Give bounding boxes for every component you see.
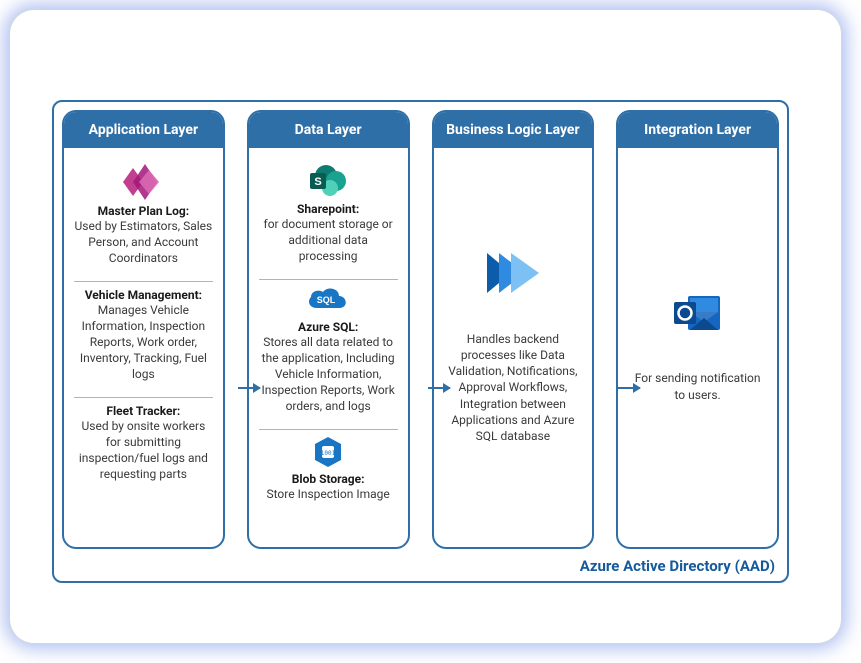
section-desc: For sending notification to users.: [628, 370, 767, 402]
panel-title: Integration Layer: [618, 112, 777, 148]
section-fleet-tracker: Fleet Tracker: Used by onsite workers fo…: [74, 397, 213, 489]
panel-body: Handles backend processes like Data Vali…: [434, 148, 593, 547]
section-heading: Azure SQL:: [259, 320, 398, 334]
panel-title: Application Layer: [64, 112, 223, 148]
panel-body: S Sharepoint: for document storage or ad…: [249, 148, 408, 520]
sharepoint-icon: S: [259, 164, 398, 198]
section-heading: Master Plan Log:: [74, 204, 213, 218]
section-azuresql: SQL Azure SQL: Stores all data related t…: [259, 279, 398, 421]
outlook-icon: [672, 290, 724, 336]
powerapps-icon: [74, 164, 213, 200]
blob-icon: 1001: [259, 436, 398, 468]
section-desc: Stores all data related to the applicati…: [259, 334, 398, 415]
svg-text:1001: 1001: [321, 450, 336, 457]
panel-business-logic-layer: Business Logic Layer Handles backend pro…: [432, 110, 595, 549]
powerautomate-icon: [485, 249, 541, 297]
panel-body: For sending notification to users.: [618, 148, 777, 547]
arrow-1: [238, 387, 260, 389]
section-heading: Fleet Tracker:: [74, 404, 213, 418]
panel-title: Data Layer: [249, 112, 408, 148]
panel-data-layer: Data Layer S Sharepoint:: [247, 110, 410, 549]
panels-row: Application Layer Master Plan Log: Used …: [62, 110, 779, 549]
section-vehicle-mgmt: Vehicle Management: Manages Vehicle Info…: [74, 281, 213, 389]
panel-body: Master Plan Log: Used by Estimators, Sal…: [64, 148, 223, 500]
panel-title: Business Logic Layer: [434, 112, 593, 148]
panel-integration-layer: Integration Layer For sending no: [616, 110, 779, 549]
azuresql-icon: SQL: [259, 286, 398, 316]
panel-application-layer: Application Layer Master Plan Log: Used …: [62, 110, 225, 549]
section-desc: Used by onsite workers for submitting in…: [74, 418, 213, 483]
section-desc: Used by Estimators, Sales Person, and Ac…: [74, 218, 213, 267]
aad-container: Application Layer Master Plan Log: Used …: [52, 100, 789, 583]
section-desc: Store Inspection Image: [259, 486, 398, 502]
arrow-3: [618, 387, 640, 389]
section-desc: Manages Vehicle Information, Inspection …: [74, 302, 213, 383]
section-master-plan: Master Plan Log: Used by Estimators, Sal…: [74, 158, 213, 273]
card-frame: Application Layer Master Plan Log: Used …: [10, 10, 841, 643]
section-heading: Blob Storage:: [259, 472, 398, 486]
section-sharepoint: S Sharepoint: for document storage or ad…: [259, 158, 398, 271]
svg-text:S: S: [314, 176, 321, 188]
section-heading: Sharepoint:: [259, 202, 398, 216]
aad-label: Azure Active Directory (AAD): [580, 557, 775, 575]
section-heading: Vehicle Management:: [74, 288, 213, 302]
arrow-2: [428, 387, 450, 389]
section-blob: 1001 Blob Storage: Store Inspection Imag…: [259, 429, 398, 508]
section-desc: for document storage or additional data …: [259, 216, 398, 265]
svg-text:SQL: SQL: [317, 295, 336, 305]
section-desc: Handles backend processes like Data Vali…: [444, 331, 583, 444]
